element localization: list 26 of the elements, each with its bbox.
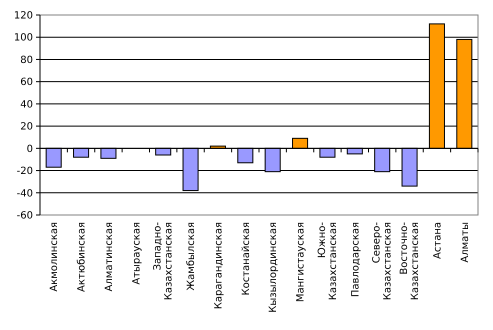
- x-tick-label: Алматинская: [104, 222, 115, 292]
- y-tick-label: 80: [20, 54, 33, 66]
- y-tick-label: 100: [14, 32, 33, 44]
- y-tick-label: -40: [16, 188, 33, 200]
- x-tick-label: Кызылординская: [268, 222, 280, 313]
- x-tick-label: Алматы: [460, 222, 471, 263]
- x-tick-label: Южно-Казахстанская: [316, 222, 339, 300]
- x-tick-label: Восточно-Казахстанская: [399, 222, 422, 300]
- x-tick-label: Западно-Казахстанская: [152, 222, 175, 300]
- x-tick-label: Мангистауская: [296, 222, 307, 302]
- x-tick-label: Костанайская: [240, 222, 252, 296]
- x-tick-label: Жамбылская: [186, 222, 198, 291]
- x-tick-label: Актюбинская: [76, 222, 88, 292]
- x-tick-label: Карагандинская: [213, 222, 224, 310]
- y-tick-label: 120: [14, 10, 33, 22]
- x-tick-label: Павлодарская: [350, 222, 362, 298]
- y-tick-label: 20: [20, 122, 33, 133]
- x-tick-label: Северо-Казахстанская: [372, 222, 394, 300]
- y-tick-label: -60: [16, 210, 33, 222]
- x-tick-label: Акмолинская: [49, 222, 60, 292]
- y-tick-label: 60: [20, 77, 33, 88]
- x-tick-label: Атырауская: [131, 222, 142, 285]
- x-tick-label: Астана: [432, 222, 444, 259]
- y-tick-label: -20: [16, 166, 33, 178]
- y-tick-label: 40: [20, 99, 33, 110]
- y-tick-label: 0: [26, 144, 33, 155]
